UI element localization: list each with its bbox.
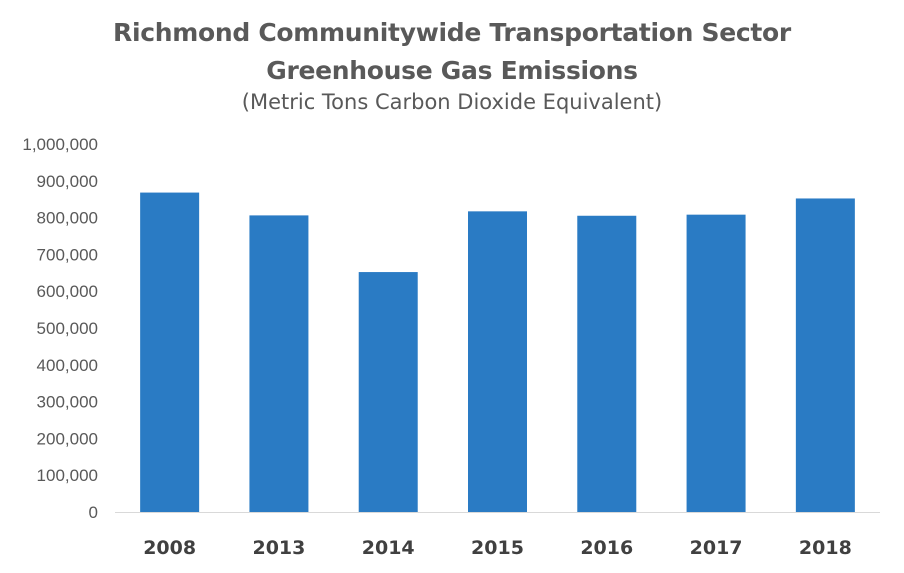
y-tick-label: 900,000 xyxy=(37,172,98,191)
bar-2018 xyxy=(795,198,855,513)
bar-2014 xyxy=(358,272,418,512)
y-tick-label: 300,000 xyxy=(37,393,98,412)
x-tick-label: 2016 xyxy=(580,537,633,559)
y-tick-label: 200,000 xyxy=(37,429,98,448)
bar-2017 xyxy=(686,214,746,512)
chart-title-line-1: Richmond Communitywide Transportation Se… xyxy=(113,18,791,47)
x-tick-label: 2015 xyxy=(471,537,524,559)
chart-title-line-2: Greenhouse Gas Emissions xyxy=(266,56,638,85)
x-tick-label: 2013 xyxy=(252,537,305,559)
y-tick-label: 0 xyxy=(89,503,98,522)
y-tick-label: 800,000 xyxy=(37,209,98,228)
bar-2008 xyxy=(140,192,200,513)
y-tick-label: 400,000 xyxy=(37,356,98,375)
bar-2013 xyxy=(249,215,309,512)
x-tick-label: 2017 xyxy=(690,537,743,559)
y-tick-label: 100,000 xyxy=(37,466,98,485)
y-tick-label: 1,000,000 xyxy=(22,135,98,154)
x-tick-label: 2008 xyxy=(143,537,196,559)
y-tick-label: 500,000 xyxy=(37,319,98,338)
x-tick-label: 2018 xyxy=(799,537,852,559)
y-tick-label: 600,000 xyxy=(37,282,98,301)
y-tick-label: 700,000 xyxy=(37,245,98,264)
chart-subtitle: (Metric Tons Carbon Dioxide Equivalent) xyxy=(241,90,663,114)
x-tick-label: 2014 xyxy=(362,537,415,559)
bar-2016 xyxy=(577,215,637,512)
bar-2015 xyxy=(468,211,527,512)
